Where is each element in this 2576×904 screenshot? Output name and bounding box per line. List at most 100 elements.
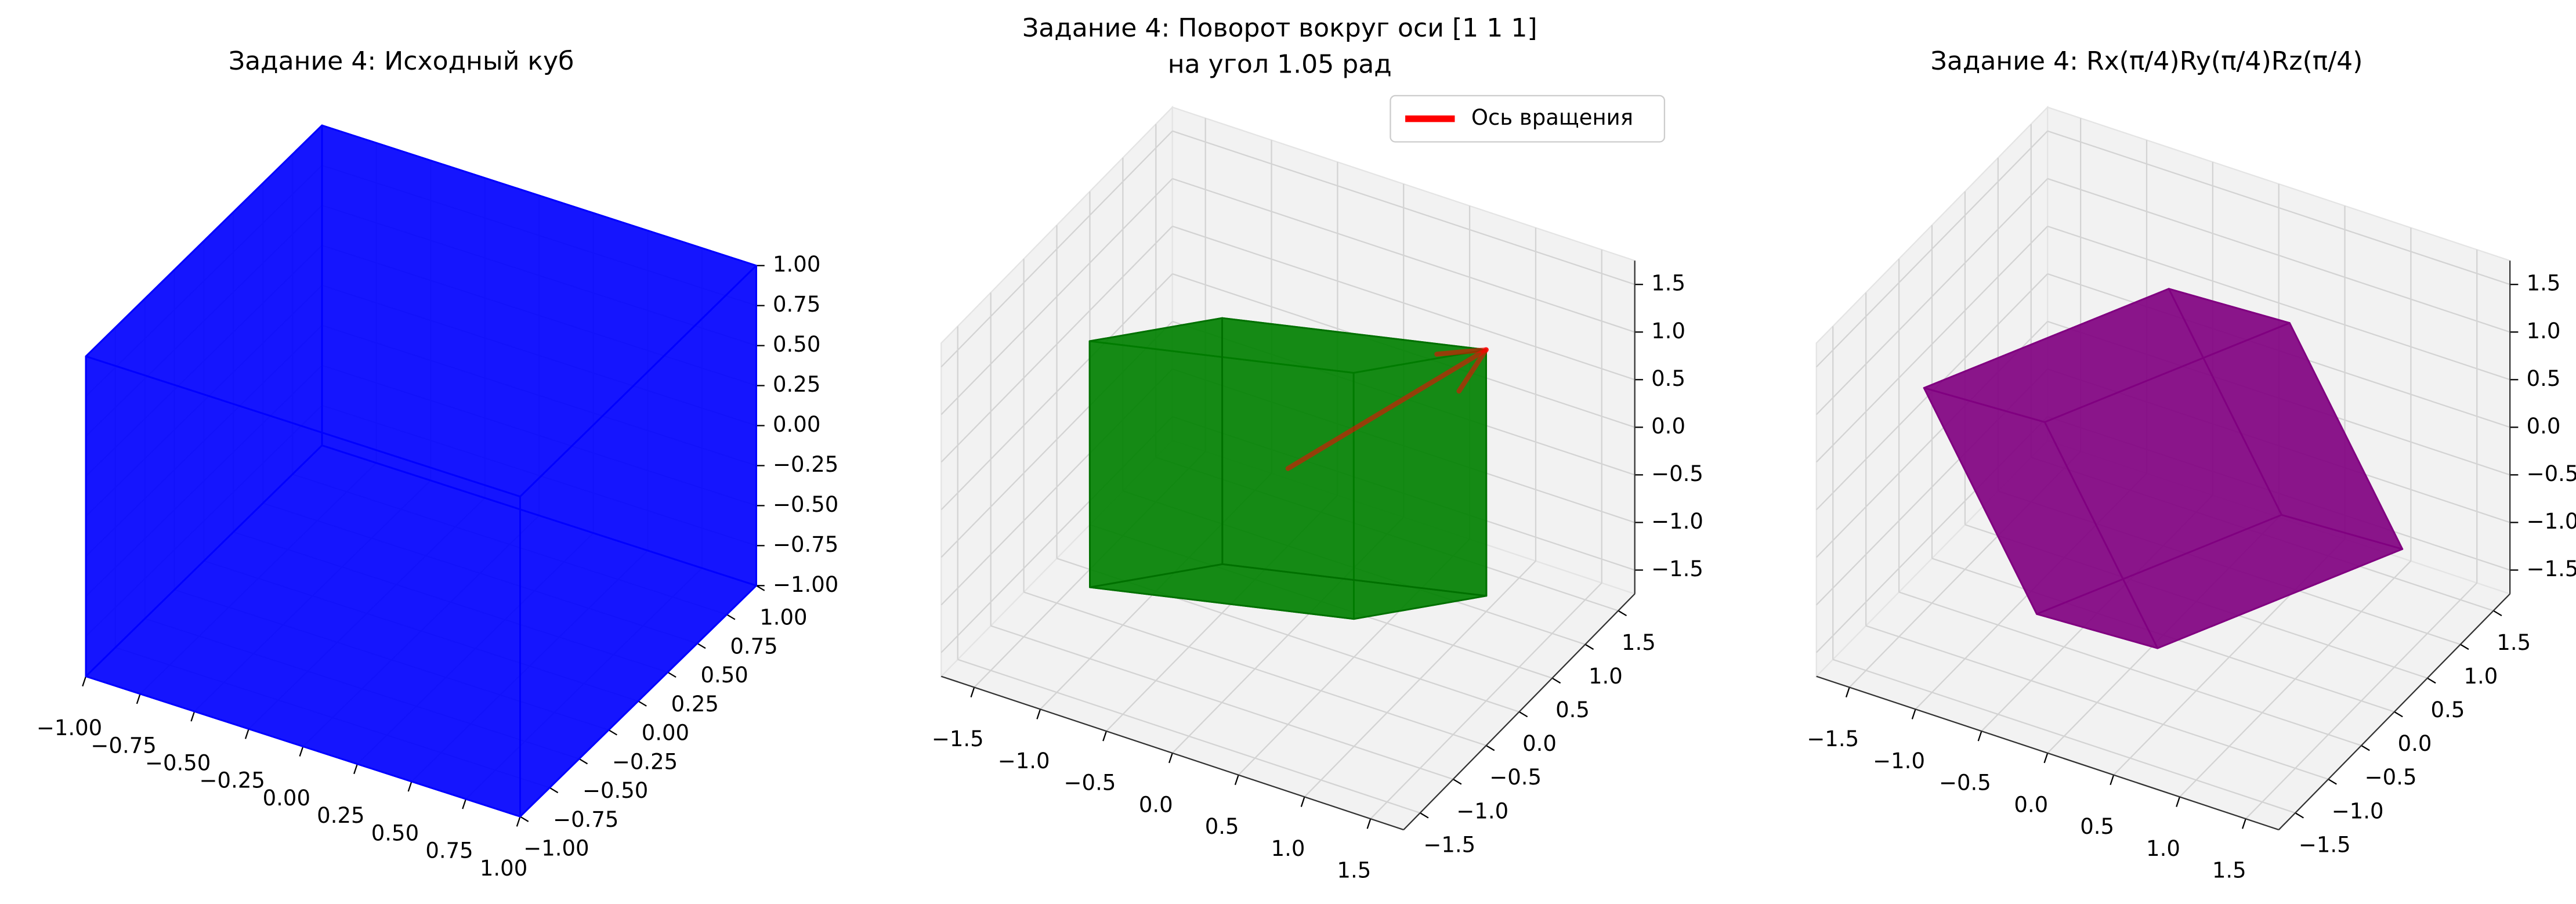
tick-mark	[462, 798, 467, 809]
grid-line	[1815, 178, 2049, 415]
z-tick-label: −0.75	[773, 532, 838, 557]
z-tick-label: −1.5	[1651, 556, 1703, 581]
grid-line	[2047, 225, 2510, 381]
tick-mark	[2241, 818, 2246, 829]
tick-mark	[1977, 731, 1982, 742]
z-tick-label: 1.0	[2527, 319, 2561, 343]
grid-line	[990, 625, 1453, 780]
tick-mark	[1453, 778, 1462, 785]
z-tick-label: 1.5	[1651, 271, 1685, 296]
tick-mark	[2493, 610, 2502, 617]
tick-mark	[1300, 797, 1305, 807]
x-tick-label: 0.75	[425, 838, 473, 863]
z-tick-label: 0.0	[1651, 414, 1685, 439]
tick-mark	[1102, 731, 1108, 742]
x-tick-label: −0.5	[1939, 771, 1991, 795]
grid-line	[940, 273, 1173, 511]
z-tick-label: 0.25	[773, 372, 820, 397]
tick-mark	[2176, 797, 2181, 807]
z-tick-label: −1.5	[2527, 556, 2576, 581]
z-tick-label: 1.0	[1651, 319, 1685, 343]
x-tick-label: −0.75	[91, 733, 156, 758]
chart-title: Задание 4: Исходный куб	[229, 46, 574, 76]
tick-mark	[1036, 708, 1041, 719]
y-tick-label: 1.5	[1622, 630, 1656, 655]
tick-mark	[1911, 708, 1916, 719]
grid-line	[1832, 659, 2296, 814]
grid-line	[940, 131, 1173, 368]
x-tick-label: 0.25	[317, 803, 364, 828]
x-tick-label: 0.50	[371, 820, 419, 845]
x-tick-label: 1.5	[2212, 858, 2246, 883]
tick-mark	[1366, 818, 1372, 829]
tick-mark	[638, 700, 647, 707]
legend-label: Ось вращения	[1471, 105, 1633, 130]
tick-mark	[2394, 711, 2403, 718]
tick-mark	[1551, 677, 1561, 684]
tick-mark	[2043, 753, 2049, 764]
y-tick-label: −0.5	[2365, 765, 2417, 790]
tick-mark	[1618, 610, 1627, 617]
y-tick-label: −0.5	[1489, 765, 1542, 790]
y-tick-label: −0.75	[553, 807, 618, 832]
tick-mark	[2361, 744, 2370, 751]
x-axis-line	[940, 675, 1404, 831]
tick-mark	[1168, 753, 1173, 764]
y-tick-label: −1.5	[1423, 832, 1475, 857]
x-tick-label: −1.0	[1873, 748, 1925, 773]
y-tick-label: 0.5	[1555, 697, 1590, 722]
tick-mark	[1485, 744, 1495, 751]
y-axis-line	[2278, 593, 2510, 830]
x-tick-label: −1.00	[37, 715, 102, 740]
tick-mark	[755, 585, 765, 591]
x-tick-label: 0.0	[2014, 792, 2048, 817]
x-tick-label: 1.0	[2146, 836, 2180, 861]
chart-title: Задание 4: Rx(π/4)Ry(π/4)Rz(π/4)	[1931, 46, 2363, 76]
chart-title: на угол 1.05 рад	[1168, 50, 1392, 79]
z-tick-label: 0.75	[773, 292, 820, 317]
tick-mark	[2427, 677, 2436, 684]
tick-mark	[578, 758, 588, 765]
tick-mark	[2295, 812, 2304, 819]
arrow-head	[1434, 347, 1489, 357]
z-tick-label: −1.0	[2527, 509, 2576, 534]
y-tick-label: 1.0	[1589, 664, 1623, 689]
grid-line	[940, 226, 1173, 463]
cube-face	[1221, 317, 1488, 597]
tick-mark	[244, 728, 249, 739]
tick-mark	[667, 671, 676, 678]
grid-line	[2047, 130, 2510, 285]
tick-mark	[970, 687, 975, 697]
grid-line	[1172, 130, 1636, 285]
tick-mark	[608, 729, 617, 736]
y-tick-label: 1.0	[2463, 664, 2498, 689]
grid-line	[1898, 591, 2362, 746]
x-tick-label: −0.25	[200, 768, 265, 793]
y-tick-label: 0.0	[1522, 731, 1557, 756]
y-tick-label: −1.0	[2332, 798, 2384, 823]
y-tick-label: 0.5	[2431, 697, 2465, 722]
tick-mark	[1234, 775, 1239, 786]
grid-line	[1865, 625, 2329, 780]
y-tick-label: −1.00	[523, 836, 589, 861]
x-tick-label: 1.00	[480, 856, 527, 881]
x-tick-label: 0.5	[1205, 814, 1239, 839]
tick-mark	[549, 787, 559, 794]
tick-mark	[516, 816, 521, 827]
axes-3d: −1.5 −1.0 −0.5 0.0 0.5 1.0 1.5 −1.5 −1.0 −0.5 0.0 0…	[932, 13, 1703, 883]
tick-mark	[299, 746, 304, 757]
grid-line	[2047, 178, 2510, 333]
y-tick-label: 1.00	[759, 605, 807, 630]
grid-line	[1172, 178, 1636, 333]
y-tick-label: 0.75	[730, 634, 777, 659]
z-tick-label: −0.5	[2527, 461, 2576, 486]
x-axis-line	[1816, 675, 2280, 831]
z-tick-label: −0.5	[1651, 461, 1703, 486]
y-tick-label: −1.5	[2299, 832, 2351, 857]
x-tick-label: 1.5	[1337, 858, 1371, 883]
y-tick-label: 0.00	[642, 721, 689, 746]
grid-line	[1815, 131, 2049, 368]
y-tick-label: 0.0	[2398, 731, 2432, 756]
x-tick-label: 0.5	[2080, 814, 2114, 839]
